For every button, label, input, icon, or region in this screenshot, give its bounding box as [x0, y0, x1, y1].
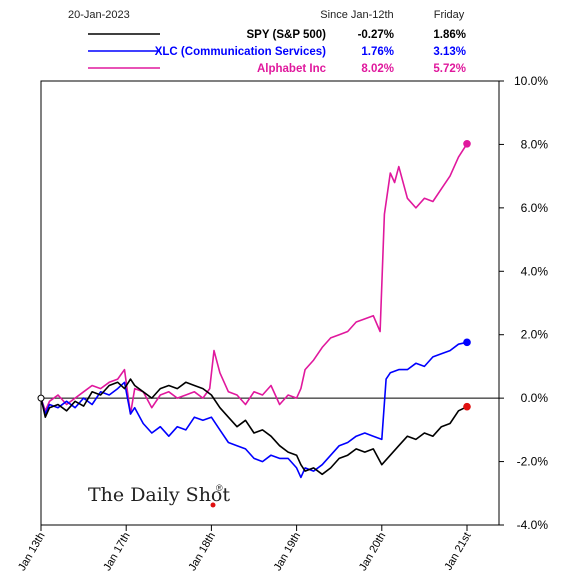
x-tick-label: Jan 20th — [357, 531, 388, 574]
x-tick-label: Jan 17th — [101, 531, 132, 574]
y-tick-label: 0.0% — [521, 391, 549, 405]
series-line — [40, 143, 468, 415]
legend-series-name: Alphabet Inc — [257, 63, 327, 75]
legend-friday-value: 5.72% — [433, 63, 466, 75]
x-axis: Jan 13th Jan 17th Jan 18th Jan 19th Jan 20th… — [16, 525, 474, 574]
series-line — [40, 341, 468, 479]
series-end-marker — [463, 402, 471, 411]
x-tick-label: Jan 19th — [272, 531, 303, 574]
watermark-text: The Daily Shot — [88, 484, 230, 506]
y-tick-label: -2.0% — [517, 455, 549, 469]
legend-friday-value: 1.86% — [433, 29, 466, 41]
plot-area — [40, 80, 500, 526]
series-group — [37, 139, 471, 479]
column-header-since: Since Jan-12th — [320, 9, 393, 21]
x-tick-label: Jan 18th — [187, 531, 218, 574]
x-tick-label: Jan 13th — [16, 531, 47, 574]
plot-frame — [40, 80, 500, 526]
y-tick-label: 2.0% — [521, 328, 549, 342]
origin-marker — [37, 394, 45, 402]
column-header-friday: Friday — [434, 9, 465, 21]
legend-series-name: SPY (S&P 500) — [247, 29, 327, 41]
y-axis: 10.0% 8.0% 6.0% 4.0% 2.0% 0.0% -2.0% -4.0% — [499, 74, 548, 532]
watermark: The Daily Shot ® — [88, 483, 230, 508]
watermark-registered: ® — [216, 483, 223, 493]
legend-since-value: -0.27% — [358, 29, 394, 41]
series-end-marker — [463, 139, 471, 148]
y-tick-label: 6.0% — [521, 201, 549, 215]
y-tick-label: 4.0% — [521, 264, 549, 278]
series-line — [40, 378, 468, 476]
legend-since-value: 8.02% — [361, 63, 394, 75]
legend-friday-value: 3.13% — [433, 46, 466, 58]
y-tick-label: 10.0% — [514, 74, 548, 88]
legend-header: 20-Jan-2023 Since Jan-12th Friday — [68, 9, 465, 21]
chart-date: 20-Jan-2023 — [68, 9, 130, 21]
y-tick-label: 8.0% — [521, 137, 549, 151]
legend-series-name: XLC (Communication Services) — [155, 46, 326, 58]
watermark-dot — [210, 502, 216, 508]
x-tick-label: Jan 21st — [442, 531, 473, 573]
legend: SPY (S&P 500) -0.27% 1.86% XLC (Communicati… — [88, 29, 466, 75]
y-tick-label: -4.0% — [517, 518, 549, 532]
legend-since-value: 1.76% — [361, 46, 394, 58]
series-end-marker — [463, 338, 471, 347]
